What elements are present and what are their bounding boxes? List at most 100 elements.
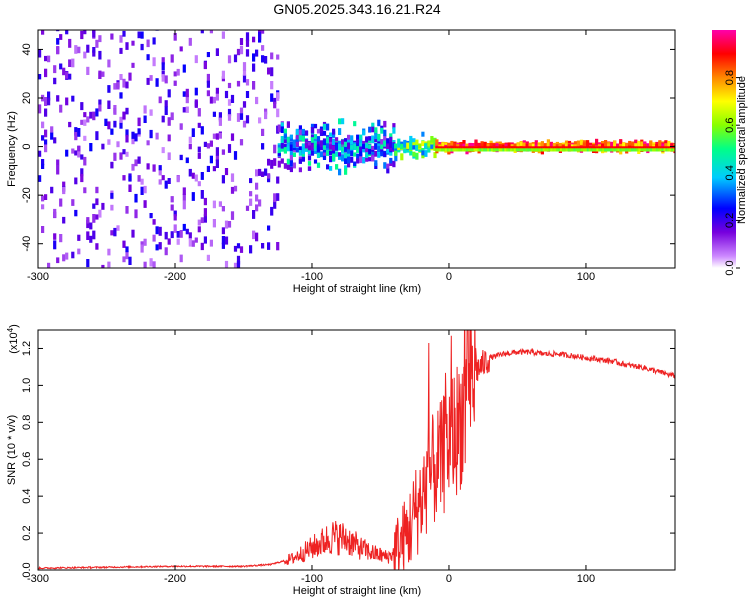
- spectrogram-cell: [473, 146, 476, 149]
- spectrogram-cell: [671, 147, 674, 152]
- spectrogram-cell: [68, 38, 72, 48]
- spectrogram-cell: [525, 141, 529, 146]
- spectrogram-cell: [538, 146, 541, 149]
- spectrogram-cell: [125, 246, 129, 253]
- spectrogram-cell: [307, 147, 312, 155]
- spectrogram-cell: [406, 142, 410, 149]
- spectrogram-cell: [149, 258, 153, 267]
- spectrogram-cell: [383, 120, 387, 128]
- spectrogram-cell: [489, 146, 492, 149]
- spectrogram-cell: [92, 111, 96, 121]
- spectrogram-cell: [344, 152, 348, 159]
- spectrogram-cell: [498, 147, 501, 152]
- spectrogram-cell: [98, 35, 102, 43]
- spectrogram-ylabel: Frequency (Hz): [6, 111, 18, 187]
- spectrogram-cell: [236, 48, 241, 56]
- spectrogram-cell: [329, 149, 333, 156]
- spectrogram-cell: [610, 141, 614, 148]
- spectrogram-cell: [460, 147, 463, 152]
- spectrogram-cell: [531, 147, 534, 152]
- spectrogram-cell: [68, 24, 71, 29]
- spectrogram-cell: [276, 108, 280, 118]
- spectrogram-cell: [540, 147, 543, 152]
- spectrogram-cell: [230, 133, 235, 141]
- spectrogram-cell: [435, 139, 439, 146]
- spectrogram-cell: [65, 97, 69, 106]
- spectrogram-cell: [365, 144, 369, 150]
- spectrogram-cell: [155, 78, 159, 87]
- y-tick-label: -20: [21, 187, 33, 203]
- spectrogram-cell: [454, 146, 457, 149]
- spectrogram-cell: [634, 139, 638, 147]
- spectrogram-cell: [140, 178, 144, 185]
- spectrogram-cell: [556, 146, 559, 149]
- spectrogram-cell: [502, 147, 505, 152]
- spectrogram-cell: [301, 143, 305, 149]
- spectrogram-cell: [270, 206, 274, 216]
- spectrogram-cell: [498, 146, 501, 149]
- spectrogram-cell: [513, 146, 517, 149]
- spectrogram-cell: [128, 184, 132, 192]
- spectrogram-cell: [161, 74, 165, 82]
- spectrogram-cell: [661, 146, 664, 149]
- spectrogram-cell: [646, 147, 649, 152]
- spectrogram-cell: [529, 147, 532, 152]
- spectrogram-cell: [158, 226, 162, 236]
- spectrogram-cell: [658, 140, 662, 148]
- spectrogram-cell: [448, 146, 451, 149]
- spectrogram-cell: [313, 140, 318, 145]
- spectrogram-cell: [495, 143, 499, 148]
- snr-line: [38, 330, 675, 570]
- spectrogram-cell: [663, 146, 666, 149]
- spectrogram-cell: [128, 256, 132, 265]
- spectrogram-cell: [194, 174, 198, 182]
- spectrogram-cell: [536, 146, 540, 149]
- spectrogram-cell: [579, 139, 584, 145]
- spectrogram-cell: [182, 107, 186, 113]
- spectrogram-cell: [194, 237, 198, 243]
- spectrogram-cell: [316, 128, 321, 134]
- spectrogram-cell: [161, 115, 165, 123]
- spectrogram-cell: [628, 140, 632, 146]
- spectrogram-cell: [492, 147, 495, 152]
- spectrogram-cell: [221, 206, 225, 212]
- y-tick-label: 0.6: [21, 452, 33, 467]
- spectrogram-cell: [95, 214, 99, 220]
- spectrogram-cell: [286, 146, 290, 152]
- snr-ticks: -300 -200 -100 0 100 0.0 0.2 0.4 0.6 0.8 1.0 1.2: [21, 330, 675, 585]
- spectrogram-cell: [565, 146, 568, 149]
- spectrogram-cell: [215, 92, 219, 101]
- spectrogram-cell: [515, 147, 518, 152]
- spectrogram-cell: [433, 152, 437, 159]
- spectrogram-cell: [173, 71, 177, 77]
- spectrogram-cell: [71, 148, 75, 154]
- spectrogram-cell: [394, 143, 398, 150]
- spectrogram-cell: [212, 111, 216, 117]
- spectrogram-cell: [636, 146, 639, 149]
- spectrogram-cell: [276, 242, 280, 251]
- spectrogram-cell: [83, 112, 87, 118]
- spectrogram-cell: [452, 147, 455, 152]
- spectrogram-cell: [525, 147, 528, 152]
- spectrogram-cell: [236, 260, 241, 268]
- spectrogram-cell: [446, 146, 449, 149]
- spectrogram-cell: [41, 226, 45, 233]
- spectrogram-cell: [95, 39, 99, 48]
- spectrogram-cell: [65, 30, 69, 35]
- spectrogram-cell: [283, 163, 287, 169]
- spectrogram-cell: [409, 151, 413, 156]
- spectrogram-cell: [298, 167, 302, 173]
- spectrogram-cell: [155, 30, 159, 31]
- spectrogram-cell: [638, 147, 641, 152]
- spectrogram-cell: [74, 177, 78, 185]
- spectrogram-cell: [338, 118, 342, 125]
- spectrogram-cell: [89, 235, 93, 243]
- spectrogram-cell: [629, 147, 632, 152]
- spectrogram-cell: [110, 161, 114, 169]
- spectrogram-cell: [490, 146, 494, 149]
- spectrogram-cell: [350, 150, 354, 157]
- spectrogram-cell: [44, 129, 48, 138]
- spectrogram-cell: [68, 73, 72, 80]
- spectrogram-cell: [350, 145, 354, 150]
- spectrogram-cell: [146, 140, 150, 146]
